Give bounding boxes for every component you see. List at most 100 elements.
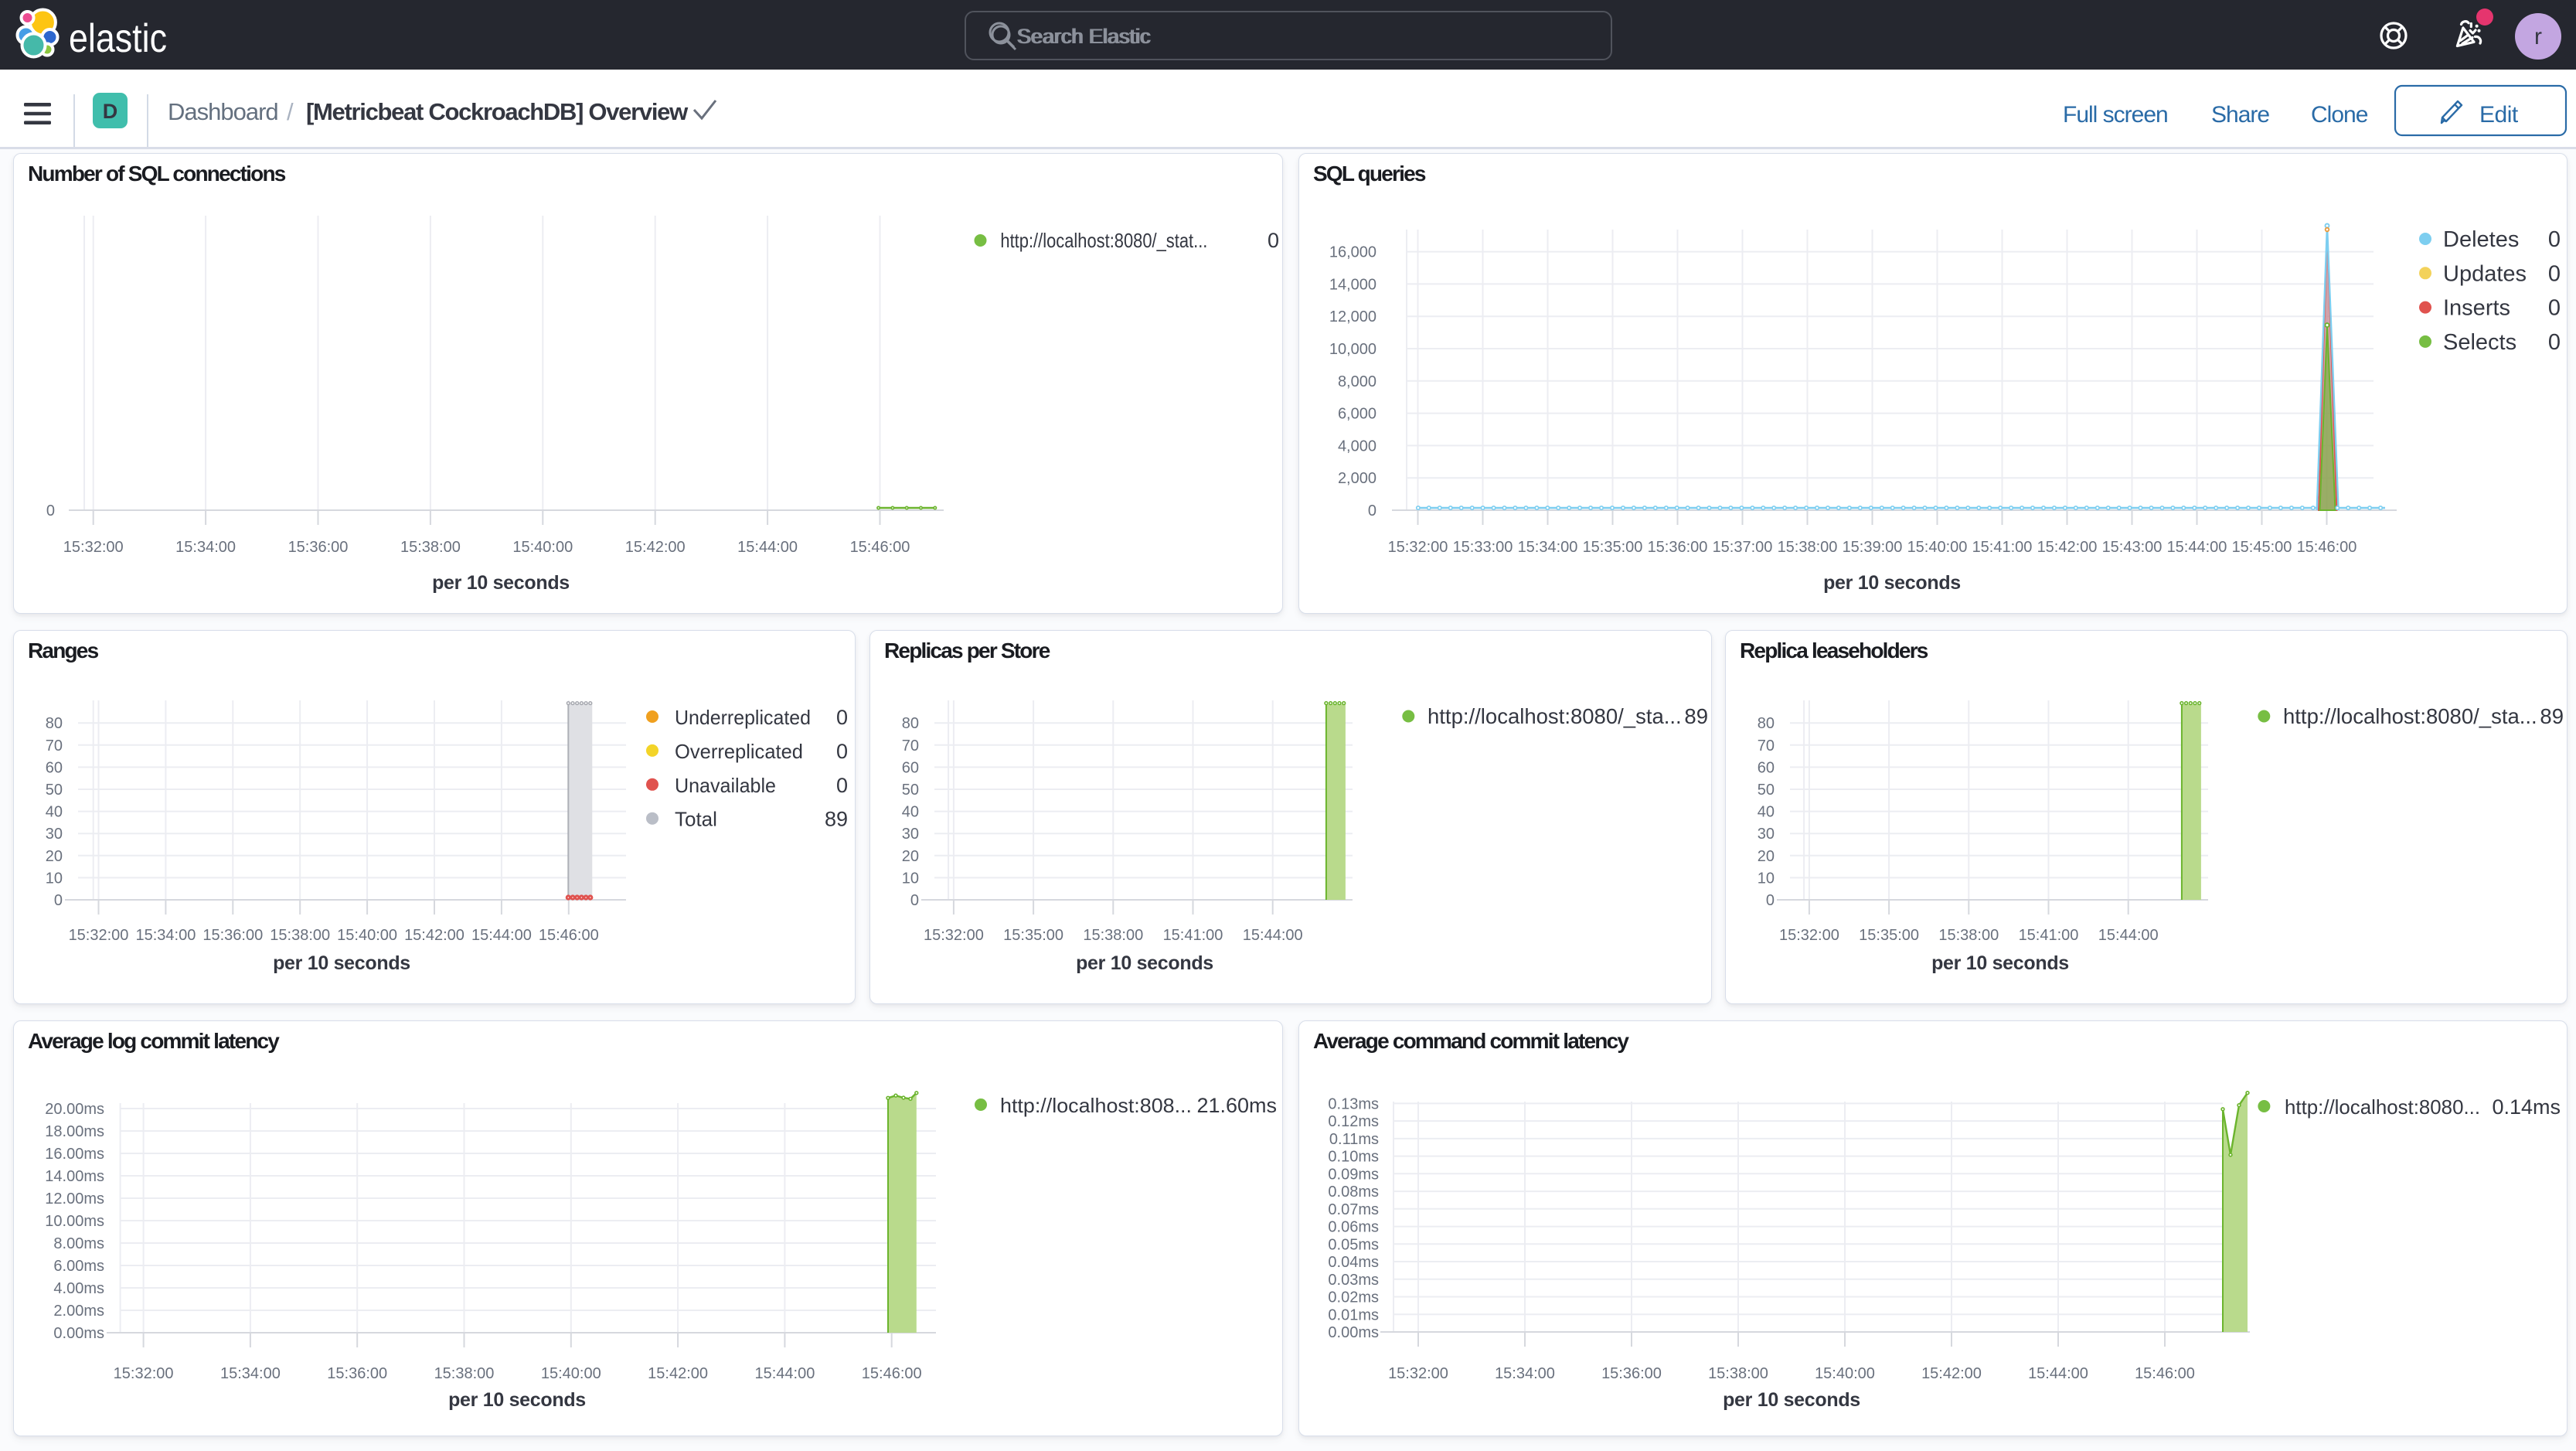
svg-text:15:38:00: 15:38:00 (434, 1365, 495, 1382)
svg-text:15:44:00: 15:44:00 (1243, 927, 1303, 944)
svg-text:60: 60 (46, 759, 63, 776)
svg-text:80: 80 (46, 715, 63, 732)
svg-text:Search Elastic: Search Elastic (1016, 25, 1150, 48)
svg-text:15:44:00: 15:44:00 (2167, 539, 2227, 556)
svg-text:70: 70 (46, 737, 63, 754)
svg-text:0: 0 (1268, 229, 1279, 252)
svg-text:elastic: elastic (69, 16, 167, 61)
svg-text:15:42:00: 15:42:00 (2037, 539, 2098, 556)
svg-text:15:39:00: 15:39:00 (1843, 539, 1903, 556)
svg-text:70: 70 (902, 737, 919, 754)
svg-text:8,000: 8,000 (1338, 373, 1376, 390)
svg-text:Overreplicated: Overreplicated (675, 740, 803, 763)
svg-text:15:40:00: 15:40:00 (1815, 1365, 1875, 1382)
svg-text:10,000: 10,000 (1329, 341, 1376, 358)
svg-text:per 10 seconds: per 10 seconds (448, 1389, 586, 1411)
svg-text:6.00ms: 6.00ms (53, 1258, 104, 1275)
svg-text:15:44:00: 15:44:00 (754, 1365, 815, 1382)
svg-text:Total: Total (675, 808, 717, 831)
svg-text:60: 60 (902, 759, 919, 776)
svg-text:r: r (2534, 24, 2542, 49)
svg-text:0: 0 (1368, 502, 1376, 519)
svg-text:15:44:00: 15:44:00 (737, 539, 798, 556)
svg-text:Updates: Updates (2443, 261, 2527, 286)
svg-text:0.10ms: 0.10ms (1328, 1149, 1379, 1166)
svg-text:15:42:00: 15:42:00 (404, 927, 464, 944)
svg-text:40: 40 (1758, 804, 1775, 821)
svg-text:15:36:00: 15:36:00 (327, 1365, 387, 1382)
svg-text:10: 10 (902, 870, 919, 887)
svg-text:15:36:00: 15:36:00 (288, 539, 349, 556)
svg-text:70: 70 (1758, 737, 1775, 754)
svg-text:per 10 seconds: per 10 seconds (273, 952, 410, 974)
svg-text:Average command commit latency: Average command commit latency (1313, 1029, 1629, 1053)
svg-text:per 10 seconds: per 10 seconds (1076, 952, 1213, 974)
svg-text:15:41:00: 15:41:00 (2019, 927, 2079, 944)
svg-text:15:41:00: 15:41:00 (1163, 927, 1223, 944)
svg-text:15:35:00: 15:35:00 (1003, 927, 1063, 944)
svg-text:0.00ms: 0.00ms (53, 1325, 104, 1342)
svg-text:0.11ms: 0.11ms (1329, 1131, 1379, 1148)
svg-text:http://localhost:8080/_sta...: http://localhost:8080/_sta... (1428, 704, 1682, 728)
svg-text:Deletes: Deletes (2443, 227, 2519, 252)
svg-text:89: 89 (2540, 704, 2564, 728)
svg-text:per 10 seconds: per 10 seconds (432, 572, 570, 594)
svg-text:15:37:00: 15:37:00 (1713, 539, 1773, 556)
svg-text:6,000: 6,000 (1338, 406, 1376, 423)
svg-text:16,000: 16,000 (1329, 244, 1376, 261)
svg-text:15:33:00: 15:33:00 (1453, 539, 1513, 556)
svg-text:0: 0 (46, 502, 55, 519)
svg-text:15:46:00: 15:46:00 (2135, 1365, 2195, 1382)
svg-text:15:45:00: 15:45:00 (2232, 539, 2292, 556)
svg-text:0: 0 (1766, 892, 1775, 909)
svg-text:15:42:00: 15:42:00 (1921, 1365, 1982, 1382)
svg-text:15:46:00: 15:46:00 (2297, 539, 2357, 556)
svg-text:14,000: 14,000 (1329, 276, 1376, 293)
svg-text:15:32:00: 15:32:00 (924, 927, 984, 944)
svg-text:50: 50 (46, 782, 63, 799)
svg-text:SQL queries: SQL queries (1313, 162, 1426, 186)
svg-text:30: 30 (902, 826, 919, 843)
svg-text:20: 20 (46, 848, 63, 865)
svg-text:15:40:00: 15:40:00 (512, 539, 573, 556)
svg-text:4.00ms: 4.00ms (53, 1280, 104, 1297)
svg-text:0.07ms: 0.07ms (1328, 1201, 1379, 1218)
svg-text:0: 0 (836, 706, 848, 729)
svg-text:15:40:00: 15:40:00 (337, 927, 397, 944)
svg-text:15:34:00: 15:34:00 (1518, 539, 1578, 556)
svg-text:0.14ms: 0.14ms (2492, 1095, 2561, 1119)
svg-text:0: 0 (54, 892, 63, 909)
svg-text:2,000: 2,000 (1338, 470, 1376, 487)
svg-text:15:46:00: 15:46:00 (862, 1365, 922, 1382)
svg-text:0.06ms: 0.06ms (1328, 1219, 1379, 1236)
svg-text:0.01ms: 0.01ms (1328, 1306, 1379, 1323)
svg-text:10: 10 (1758, 870, 1775, 887)
svg-text:15:36:00: 15:36:00 (1648, 539, 1708, 556)
svg-text:per 10 seconds: per 10 seconds (1723, 1389, 1860, 1411)
svg-text:15:38:00: 15:38:00 (1708, 1365, 1768, 1382)
svg-text:4,000: 4,000 (1338, 438, 1376, 455)
svg-text:0: 0 (910, 892, 919, 909)
svg-text:15:34:00: 15:34:00 (220, 1365, 281, 1382)
svg-text:15:32:00: 15:32:00 (1779, 927, 1839, 944)
svg-text:89: 89 (1684, 704, 1708, 728)
svg-text:15:38:00: 15:38:00 (400, 539, 461, 556)
svg-text:15:44:00: 15:44:00 (2028, 1365, 2088, 1382)
svg-text:50: 50 (1758, 782, 1775, 799)
svg-text:15:43:00: 15:43:00 (2102, 539, 2163, 556)
svg-text:15:34:00: 15:34:00 (135, 927, 196, 944)
svg-text:http://localhost:8080/_stat...: http://localhost:8080/_stat... (1000, 229, 1207, 252)
svg-text:Clone: Clone (2311, 102, 2368, 128)
svg-text:15:36:00: 15:36:00 (1601, 1365, 1662, 1382)
svg-text:0: 0 (836, 774, 848, 797)
svg-text:21.60ms: 21.60ms (1196, 1094, 1277, 1117)
svg-text:15:44:00: 15:44:00 (2098, 927, 2159, 944)
svg-text:http://localhost:808...: http://localhost:808... (1000, 1094, 1192, 1117)
svg-text:15:35:00: 15:35:00 (1583, 539, 1643, 556)
svg-text:15:40:00: 15:40:00 (541, 1365, 601, 1382)
svg-text:http://localhost:8080...: http://localhost:8080... (2285, 1095, 2480, 1119)
svg-text:0.08ms: 0.08ms (1328, 1184, 1379, 1201)
svg-text:0: 0 (2548, 296, 2561, 321)
svg-text:http://localhost:8080/_sta...: http://localhost:8080/_sta... (2283, 704, 2537, 728)
svg-text:20: 20 (902, 848, 919, 865)
